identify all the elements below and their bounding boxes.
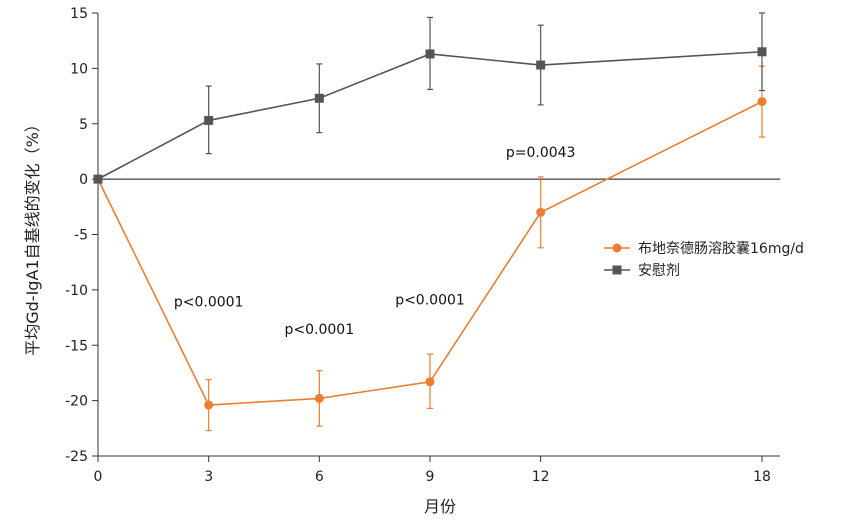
series-line (97, 50, 763, 180)
y-tick-label: -5 (74, 228, 88, 244)
data-point (204, 115, 214, 125)
series-1 (93, 65, 767, 432)
data-point (93, 174, 103, 184)
y-tick-label: 5 (79, 117, 88, 133)
data-point (536, 60, 546, 70)
p-value-annotation: p<0.0001 (174, 294, 244, 310)
series-layer (93, 12, 767, 432)
y-tick-label: -10 (65, 283, 88, 299)
y-tick-label: 15 (70, 6, 88, 22)
data-point (314, 393, 324, 403)
x-axis-title: 月份 (424, 497, 456, 516)
x-tick-label: 3 (204, 469, 213, 485)
data-point (314, 93, 324, 103)
series-line (97, 100, 763, 406)
x-tick-label: 9 (426, 469, 435, 485)
y-tick-label: 10 (70, 61, 88, 77)
annotations: p<0.0001 p<0.0001 p<0.0001 p=0.0043 (174, 145, 576, 338)
legend-marker (612, 243, 622, 253)
data-point (536, 207, 546, 217)
data-point (425, 377, 435, 387)
x-tick-label: 12 (532, 469, 550, 485)
legend: 布地奈德肠溶胶囊16mg/d 安慰剂 (604, 240, 804, 279)
p-value-annotation: p<0.0001 (285, 322, 355, 338)
p-value-annotation: p=0.0043 (506, 145, 576, 161)
y-tick-label: 0 (79, 172, 88, 188)
y-tick-label: -25 (65, 449, 88, 465)
legend-label: 布地奈德肠溶胶囊16mg/d (638, 240, 804, 257)
x-tick-label: 0 (94, 469, 103, 485)
y-tick-label: -15 (65, 338, 88, 354)
axes: 15 10 5 0 -5 -10 -15 -20 -25 0 3 6 9 12 18 (65, 6, 780, 485)
data-point (425, 49, 435, 59)
legend-item: 安慰剂 (604, 262, 680, 279)
data-point (757, 47, 767, 57)
x-tick-label: 6 (315, 469, 324, 485)
y-tick-label: -20 (65, 394, 88, 410)
x-tick-label: 18 (753, 469, 771, 485)
data-point (204, 400, 214, 410)
p-value-annotation: p<0.0001 (395, 292, 465, 308)
y-axis-title: 平均Gd-IgA1自基线的变化（%） (23, 116, 42, 356)
legend-label: 安慰剂 (638, 262, 680, 279)
legend-item: 布地奈德肠溶胶囊16mg/d (604, 240, 804, 257)
data-point (757, 97, 767, 107)
legend-marker (612, 265, 622, 275)
series-2 (93, 12, 767, 184)
